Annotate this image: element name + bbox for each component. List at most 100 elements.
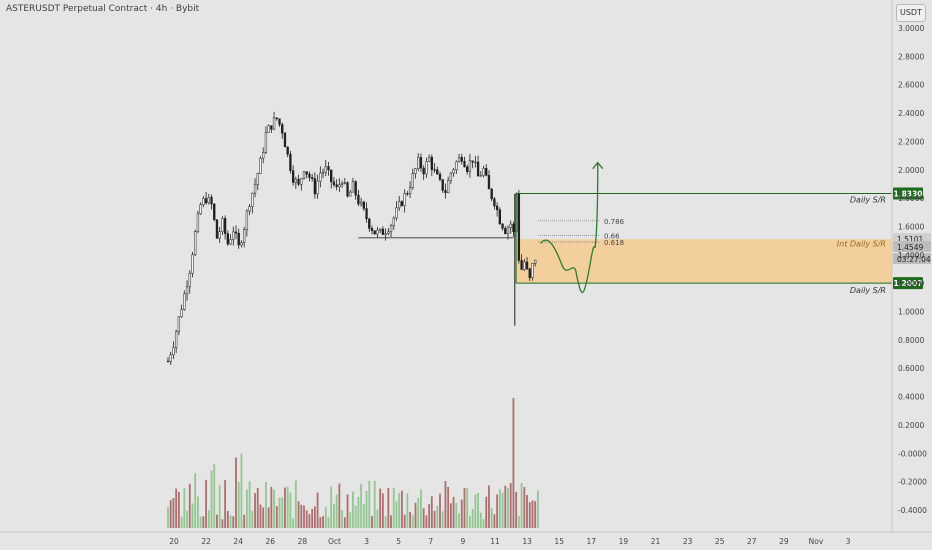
volume-bar: [501, 492, 504, 528]
volume-bar: [270, 486, 273, 528]
candle-body: [177, 316, 181, 332]
price-tag-text: 03:27:04: [897, 255, 931, 264]
candle-body: [234, 231, 238, 234]
candle-body: [523, 261, 526, 270]
candle-body: [455, 161, 458, 171]
candle-body: [253, 184, 257, 194]
candle-body: [302, 171, 306, 179]
candle-body: [275, 117, 278, 120]
x-tick-label: 27: [747, 537, 757, 546]
volume-bar: [509, 483, 512, 528]
volume-bar: [218, 485, 221, 528]
candle-body: [490, 188, 493, 200]
daily-sr-label: Daily S/R: [850, 286, 886, 295]
price-tag-text: 1.4549: [897, 243, 923, 252]
volume-bar: [381, 493, 384, 528]
y-tick-label: 2.0000: [898, 166, 924, 175]
volume-bar: [422, 508, 425, 528]
candle-body: [313, 178, 317, 195]
candle-body: [466, 166, 469, 172]
volume-bar: [245, 489, 248, 528]
volume-bar: [425, 515, 428, 528]
projection-arrow: [592, 161, 604, 170]
volume-bar: [515, 491, 518, 528]
volume-bar: [452, 496, 455, 528]
candle-body: [202, 198, 205, 205]
volume-bar: [390, 515, 392, 528]
candle-body: [311, 177, 314, 179]
candle-body: [395, 207, 398, 219]
x-tick-label: 25: [715, 537, 725, 546]
candle-body: [425, 161, 428, 175]
candle-body: [441, 179, 444, 191]
candle-body: [330, 169, 333, 183]
candle-body: [359, 201, 363, 205]
volume-bar: [414, 502, 417, 528]
candle-body: [460, 157, 463, 162]
volume-bar: [474, 494, 477, 528]
volume-bar: [229, 515, 232, 528]
volume-bar: [460, 499, 463, 528]
volume-bar: [248, 481, 251, 528]
volume-bar: [488, 485, 490, 528]
candle-body: [417, 157, 420, 170]
x-tick-label: 19: [619, 537, 629, 546]
candle-body: [319, 172, 322, 182]
volume-bar: [512, 398, 515, 528]
y-tick-label: -0.0000: [898, 449, 927, 458]
volume-bar: [284, 487, 286, 528]
x-tick-label: Oct: [328, 537, 341, 546]
y-tick-label: 2.4000: [898, 109, 924, 118]
projection-path: [540, 162, 599, 294]
y-tick-label: 3.0000: [898, 24, 924, 33]
candle-body: [188, 273, 191, 288]
volume-bar: [411, 515, 414, 528]
candle-body: [447, 180, 450, 194]
volume-bar: [199, 516, 202, 528]
candle-body: [185, 286, 189, 295]
fib-label: 0.66: [604, 233, 620, 241]
volume-bar: [175, 488, 178, 528]
volume-bar: [188, 483, 191, 528]
price-tag-text: 1.5101: [897, 235, 923, 244]
volume-bar: [458, 513, 460, 528]
x-tick-label: 9: [461, 537, 466, 546]
volume-bar: [417, 497, 420, 528]
x-tick-label: 29: [779, 537, 789, 546]
volume-bar: [297, 501, 300, 528]
candle-body: [316, 180, 319, 195]
volume-bar: [349, 512, 352, 528]
candle-body: [297, 178, 300, 185]
candle-body: [166, 360, 170, 363]
candle-body: [286, 146, 289, 155]
y-tick-label: 1.2000: [898, 279, 924, 288]
candle-body: [482, 168, 485, 176]
candle-body: [438, 173, 442, 180]
volume-bar: [240, 453, 243, 528]
x-tick-label: 17: [587, 537, 597, 546]
volume-bar: [319, 517, 322, 528]
volume-bar: [256, 488, 259, 528]
candle-body: [411, 173, 414, 189]
volume-bar: [167, 507, 169, 528]
volume-bar: [534, 501, 537, 528]
candle-body: [169, 354, 172, 362]
volume-bar: [186, 510, 188, 528]
candle-body: [294, 178, 297, 183]
y-tick-label: 1.8000: [898, 194, 924, 203]
candle-body: [308, 173, 311, 178]
volume-bar: [194, 473, 197, 528]
currency-button[interactable]: USDT: [896, 4, 926, 22]
volume-bar: [523, 487, 526, 528]
volume-bar: [169, 500, 172, 528]
y-tick-label: -0.2000: [898, 478, 927, 487]
volume-bar: [531, 500, 534, 528]
volume-bar: [333, 503, 335, 528]
candle-body: [512, 223, 515, 232]
volume-bars: [167, 398, 539, 528]
candle-body: [528, 268, 531, 279]
volume-bar: [392, 487, 395, 528]
volume-bar: [428, 504, 431, 528]
candle-body: [427, 156, 431, 162]
